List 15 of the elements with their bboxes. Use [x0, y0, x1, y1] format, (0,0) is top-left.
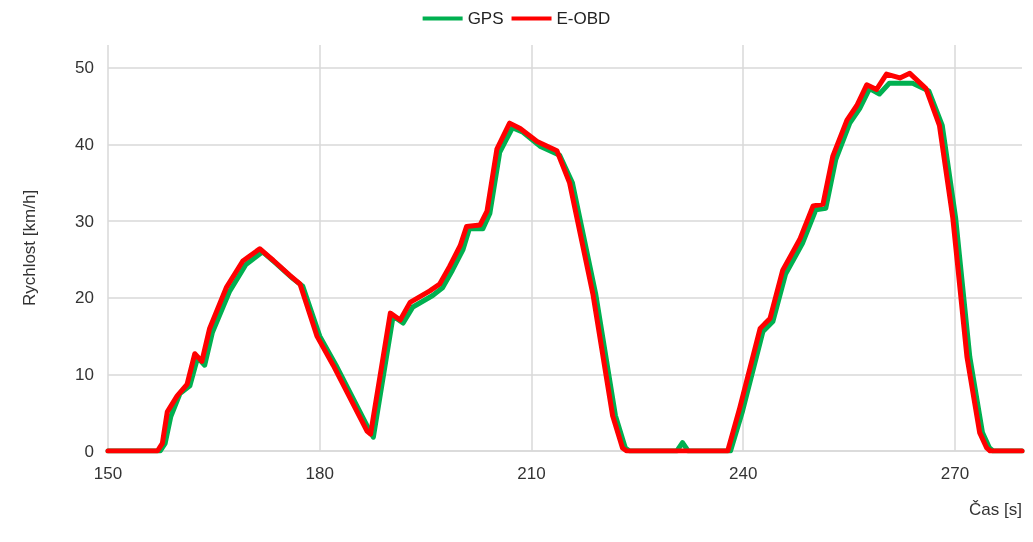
y-tick-label: 10	[75, 364, 94, 384]
y-tick-label: 40	[75, 135, 94, 155]
y-tick-label: 20	[75, 288, 94, 308]
x-tick-label: 240	[729, 464, 758, 483]
y-axis-title: Rychlost [km/h]	[20, 189, 39, 307]
x-tick-label: 180	[305, 464, 334, 483]
x-tick-label: 150	[93, 464, 123, 483]
x-tick-label: 210	[517, 464, 546, 483]
x-axis-title: Čas [s]	[969, 500, 1022, 519]
y-tick-label: 50	[75, 58, 94, 78]
y-tick-label: 0	[84, 441, 94, 461]
y-tick-label: 30	[75, 211, 94, 231]
x-tick-label: 270	[940, 464, 970, 483]
legend-label: GPS	[467, 9, 504, 28]
legend-label: E-OBD	[556, 9, 611, 28]
